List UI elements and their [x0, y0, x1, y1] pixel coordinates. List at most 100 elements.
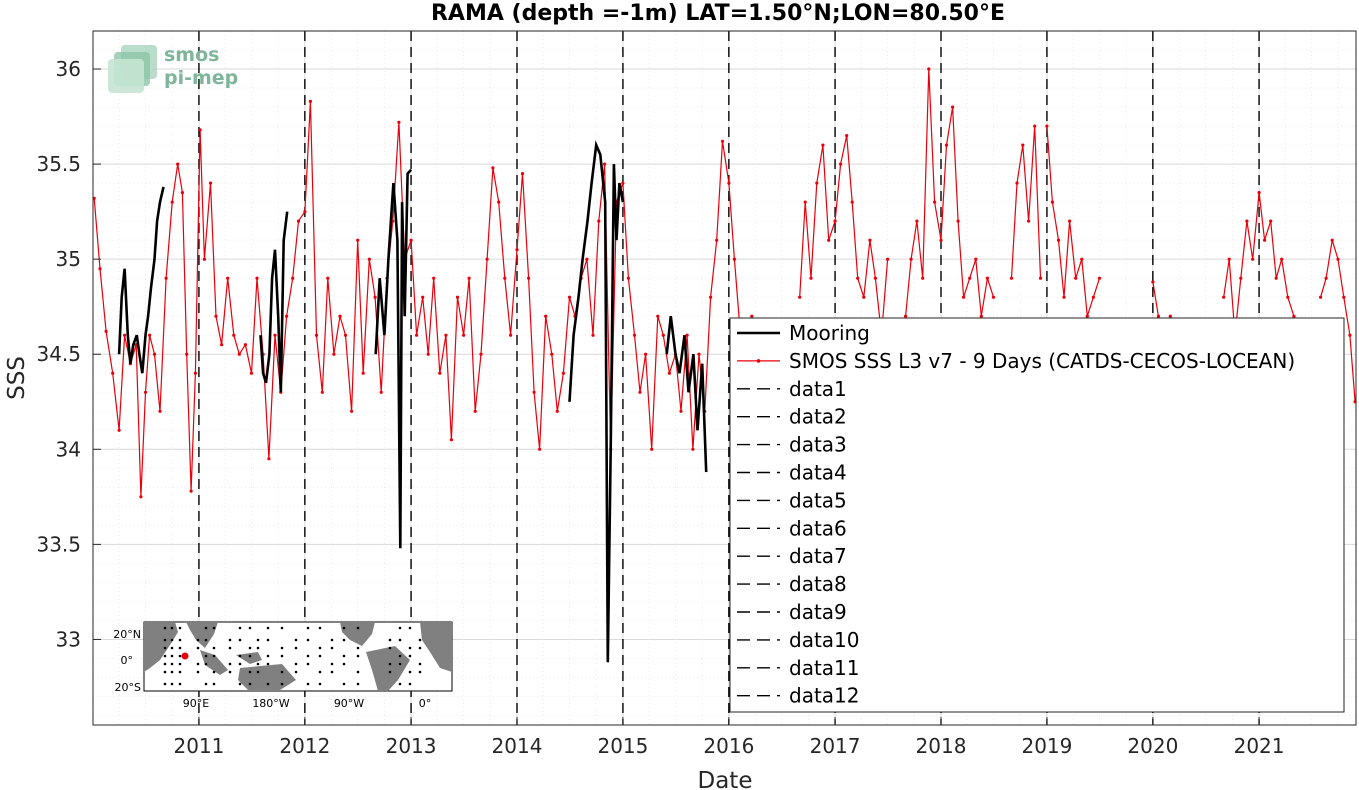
inset-buoy-dot: [178, 670, 182, 674]
smos-point: [750, 314, 754, 318]
x-tick-label: 2020: [1127, 734, 1178, 758]
inset-buoy-dot: [256, 646, 260, 650]
smos-point: [148, 333, 152, 337]
smos-point: [803, 200, 807, 204]
smos-point: [176, 162, 180, 166]
inset-buoy-dot: [170, 670, 174, 674]
smos-point: [856, 276, 860, 280]
smos-point: [827, 238, 831, 242]
inset-buoy-dot: [178, 654, 182, 658]
inset-buoy-dot: [388, 670, 392, 674]
smos-point: [1292, 314, 1296, 318]
smos-point: [243, 343, 247, 347]
legend-label: data11: [789, 656, 860, 680]
smos-point: [815, 181, 819, 185]
legend-box: [729, 317, 1345, 713]
smos-point: [585, 257, 589, 261]
inset-buoy-dot: [294, 670, 298, 674]
inset-buoys: [163, 626, 422, 686]
mooring-line: [374, 168, 413, 549]
inset-lon-label: 90°W: [334, 697, 364, 710]
smos-point: [597, 219, 601, 223]
x-tick-label: 2012: [279, 734, 330, 758]
smos-line: [799, 135, 889, 336]
inset-lon-label: 180°W: [252, 697, 289, 710]
logo-mark-icon: [108, 45, 157, 93]
x-tick-label: 2014: [492, 734, 543, 758]
inset-buoy-dot: [398, 682, 402, 686]
inset-buoy-dot: [238, 626, 242, 630]
smos-point: [1062, 295, 1066, 299]
inset-buoy-dot: [170, 662, 174, 666]
smos-point: [567, 295, 572, 299]
y-tick-label: 33.5: [36, 532, 81, 556]
smos-point: [933, 200, 937, 204]
inset-buoy-dot: [398, 654, 402, 658]
smos-point: [809, 276, 813, 280]
smos-point: [833, 219, 837, 223]
smos-point: [473, 409, 477, 413]
smos-point: [421, 295, 425, 299]
legend-label: SMOS SSS L3 v7 - 9 Days (CATDS-CECOS-LOC…: [789, 349, 1295, 373]
smos-point: [491, 166, 495, 170]
smos-point: [449, 438, 453, 442]
inset-buoy-dot: [248, 670, 252, 674]
inset-buoy-dot: [163, 662, 167, 666]
smos-point: [332, 352, 336, 356]
legend-label: data5: [789, 488, 847, 512]
inset-buoy-dot: [294, 646, 298, 650]
smos-point: [821, 143, 825, 147]
smos-point: [697, 352, 701, 356]
inset-buoy-dot: [266, 626, 270, 630]
smos-point: [732, 257, 737, 261]
inset-buoy-dot: [256, 638, 260, 642]
smos-point: [1068, 219, 1072, 223]
inset-buoy-dot: [248, 682, 252, 686]
legend-label: Mooring: [789, 321, 870, 345]
legend-label: data10: [789, 628, 860, 652]
smos-point: [220, 343, 224, 347]
smos-point: [303, 210, 307, 214]
smos-point: [123, 333, 127, 337]
inset-buoy-dot: [306, 626, 310, 630]
smos-point: [561, 371, 566, 375]
smos-point: [727, 181, 731, 185]
mooring-line: [568, 140, 625, 663]
smos-point: [485, 257, 489, 261]
smos-point: [379, 390, 383, 394]
smos-point: [1168, 314, 1172, 318]
inset-buoy-dot: [330, 662, 334, 666]
inset-buoy-dot: [280, 654, 284, 658]
smos-point: [267, 457, 271, 461]
smos-point: [1097, 276, 1102, 280]
smos-point: [515, 248, 519, 252]
inset-buoy-dot: [178, 638, 182, 642]
inset-buoy-dot: [196, 638, 200, 642]
inset-buoy-dot: [418, 638, 422, 642]
smos-point: [845, 134, 849, 138]
inset-buoy-dot: [204, 638, 208, 642]
smos-point: [397, 120, 401, 124]
smos-point: [164, 276, 168, 280]
smos-point: [226, 276, 230, 280]
inset-buoy-dot: [318, 646, 322, 650]
smos-point: [1156, 314, 1160, 318]
inset-lon-label: 0°: [419, 697, 432, 710]
y-tick-label: 34.5: [36, 342, 81, 366]
smos-point: [603, 162, 607, 166]
smos-point: [1027, 219, 1031, 223]
inset-buoy-dot: [266, 662, 270, 666]
smos-point: [709, 295, 713, 299]
smos-point: [1257, 191, 1261, 195]
smos-point: [367, 257, 371, 261]
smos-point: [927, 67, 931, 71]
inset-buoy-dot: [398, 662, 402, 666]
y-tick-label: 36: [56, 57, 81, 81]
inset-buoy-dot: [170, 626, 174, 630]
smos-point: [550, 352, 554, 356]
smos-point: [904, 314, 908, 318]
smos-point: [798, 295, 802, 299]
inset-buoy-dot: [228, 646, 232, 650]
legend-swatch-marker: [756, 359, 761, 363]
smos-point: [886, 257, 890, 261]
